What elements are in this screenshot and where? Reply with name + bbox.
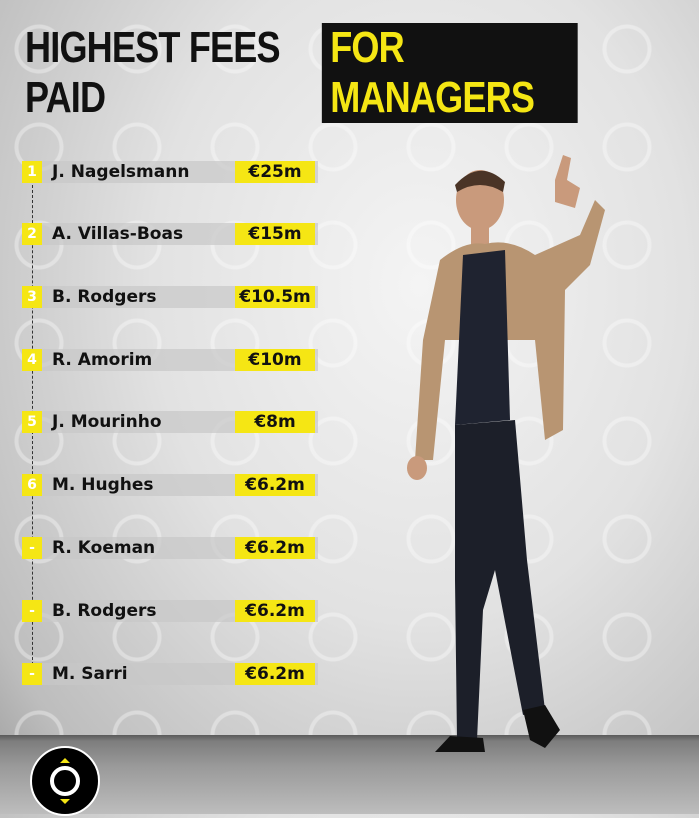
manager-name: R. Koeman	[52, 538, 156, 558]
list-item: - B. Rodgers €6.2m	[22, 600, 318, 622]
list-item: 2 A. Villas-Boas €15m	[22, 223, 318, 245]
fee-value: €25m	[235, 161, 315, 183]
rank-badge: 4	[22, 349, 42, 371]
fee-value: €15m	[235, 223, 315, 245]
fee-value: €10.5m	[235, 286, 315, 308]
rank-badge: -	[22, 537, 42, 559]
list-item: 1 J. Nagelsmann €25m	[22, 161, 318, 183]
floor	[0, 735, 699, 814]
rank-badge: 1	[22, 161, 42, 183]
list-item: 3 B. Rodgers €10.5m	[22, 286, 318, 308]
rank-badge: -	[22, 663, 42, 685]
title-part-1: HIGHEST FEES PAID	[25, 23, 281, 122]
circle-logo-icon	[30, 746, 100, 816]
fee-value: €10m	[235, 349, 315, 371]
rank-badge: 5	[22, 411, 42, 433]
fee-value: €8m	[235, 411, 315, 433]
list-item: - R. Koeman €6.2m	[22, 537, 318, 559]
title-part-2-highlight: FOR MANAGERS	[322, 23, 578, 123]
manager-name: M. Hughes	[52, 475, 154, 495]
list-item: 5 J. Mourinho €8m	[22, 411, 318, 433]
manager-name: M. Sarri	[52, 664, 128, 684]
rank-badge: 6	[22, 474, 42, 496]
list-item: 4 R. Amorim €10m	[22, 349, 318, 371]
fee-value: €6.2m	[235, 474, 315, 496]
rank-badge: 2	[22, 223, 42, 245]
manager-thumbs-up-photo	[407, 155, 605, 752]
page-title: HIGHEST FEES PAID FOR MANAGERS	[25, 23, 578, 123]
fee-value: €6.2m	[235, 663, 315, 685]
fee-value: €6.2m	[235, 537, 315, 559]
manager-name: J. Nagelsmann	[52, 162, 190, 182]
manager-name: A. Villas-Boas	[52, 224, 184, 244]
list-item: 6 M. Hughes €6.2m	[22, 474, 318, 496]
manager-name: J. Mourinho	[52, 412, 162, 432]
list-item: - M. Sarri €6.2m	[22, 663, 318, 685]
manager-name: B. Rodgers	[52, 287, 157, 307]
rank-badge: -	[22, 600, 42, 622]
manager-name: R. Amorim	[52, 350, 153, 370]
fee-value: €6.2m	[235, 600, 315, 622]
manager-name: B. Rodgers	[52, 601, 157, 621]
rank-badge: 3	[22, 286, 42, 308]
